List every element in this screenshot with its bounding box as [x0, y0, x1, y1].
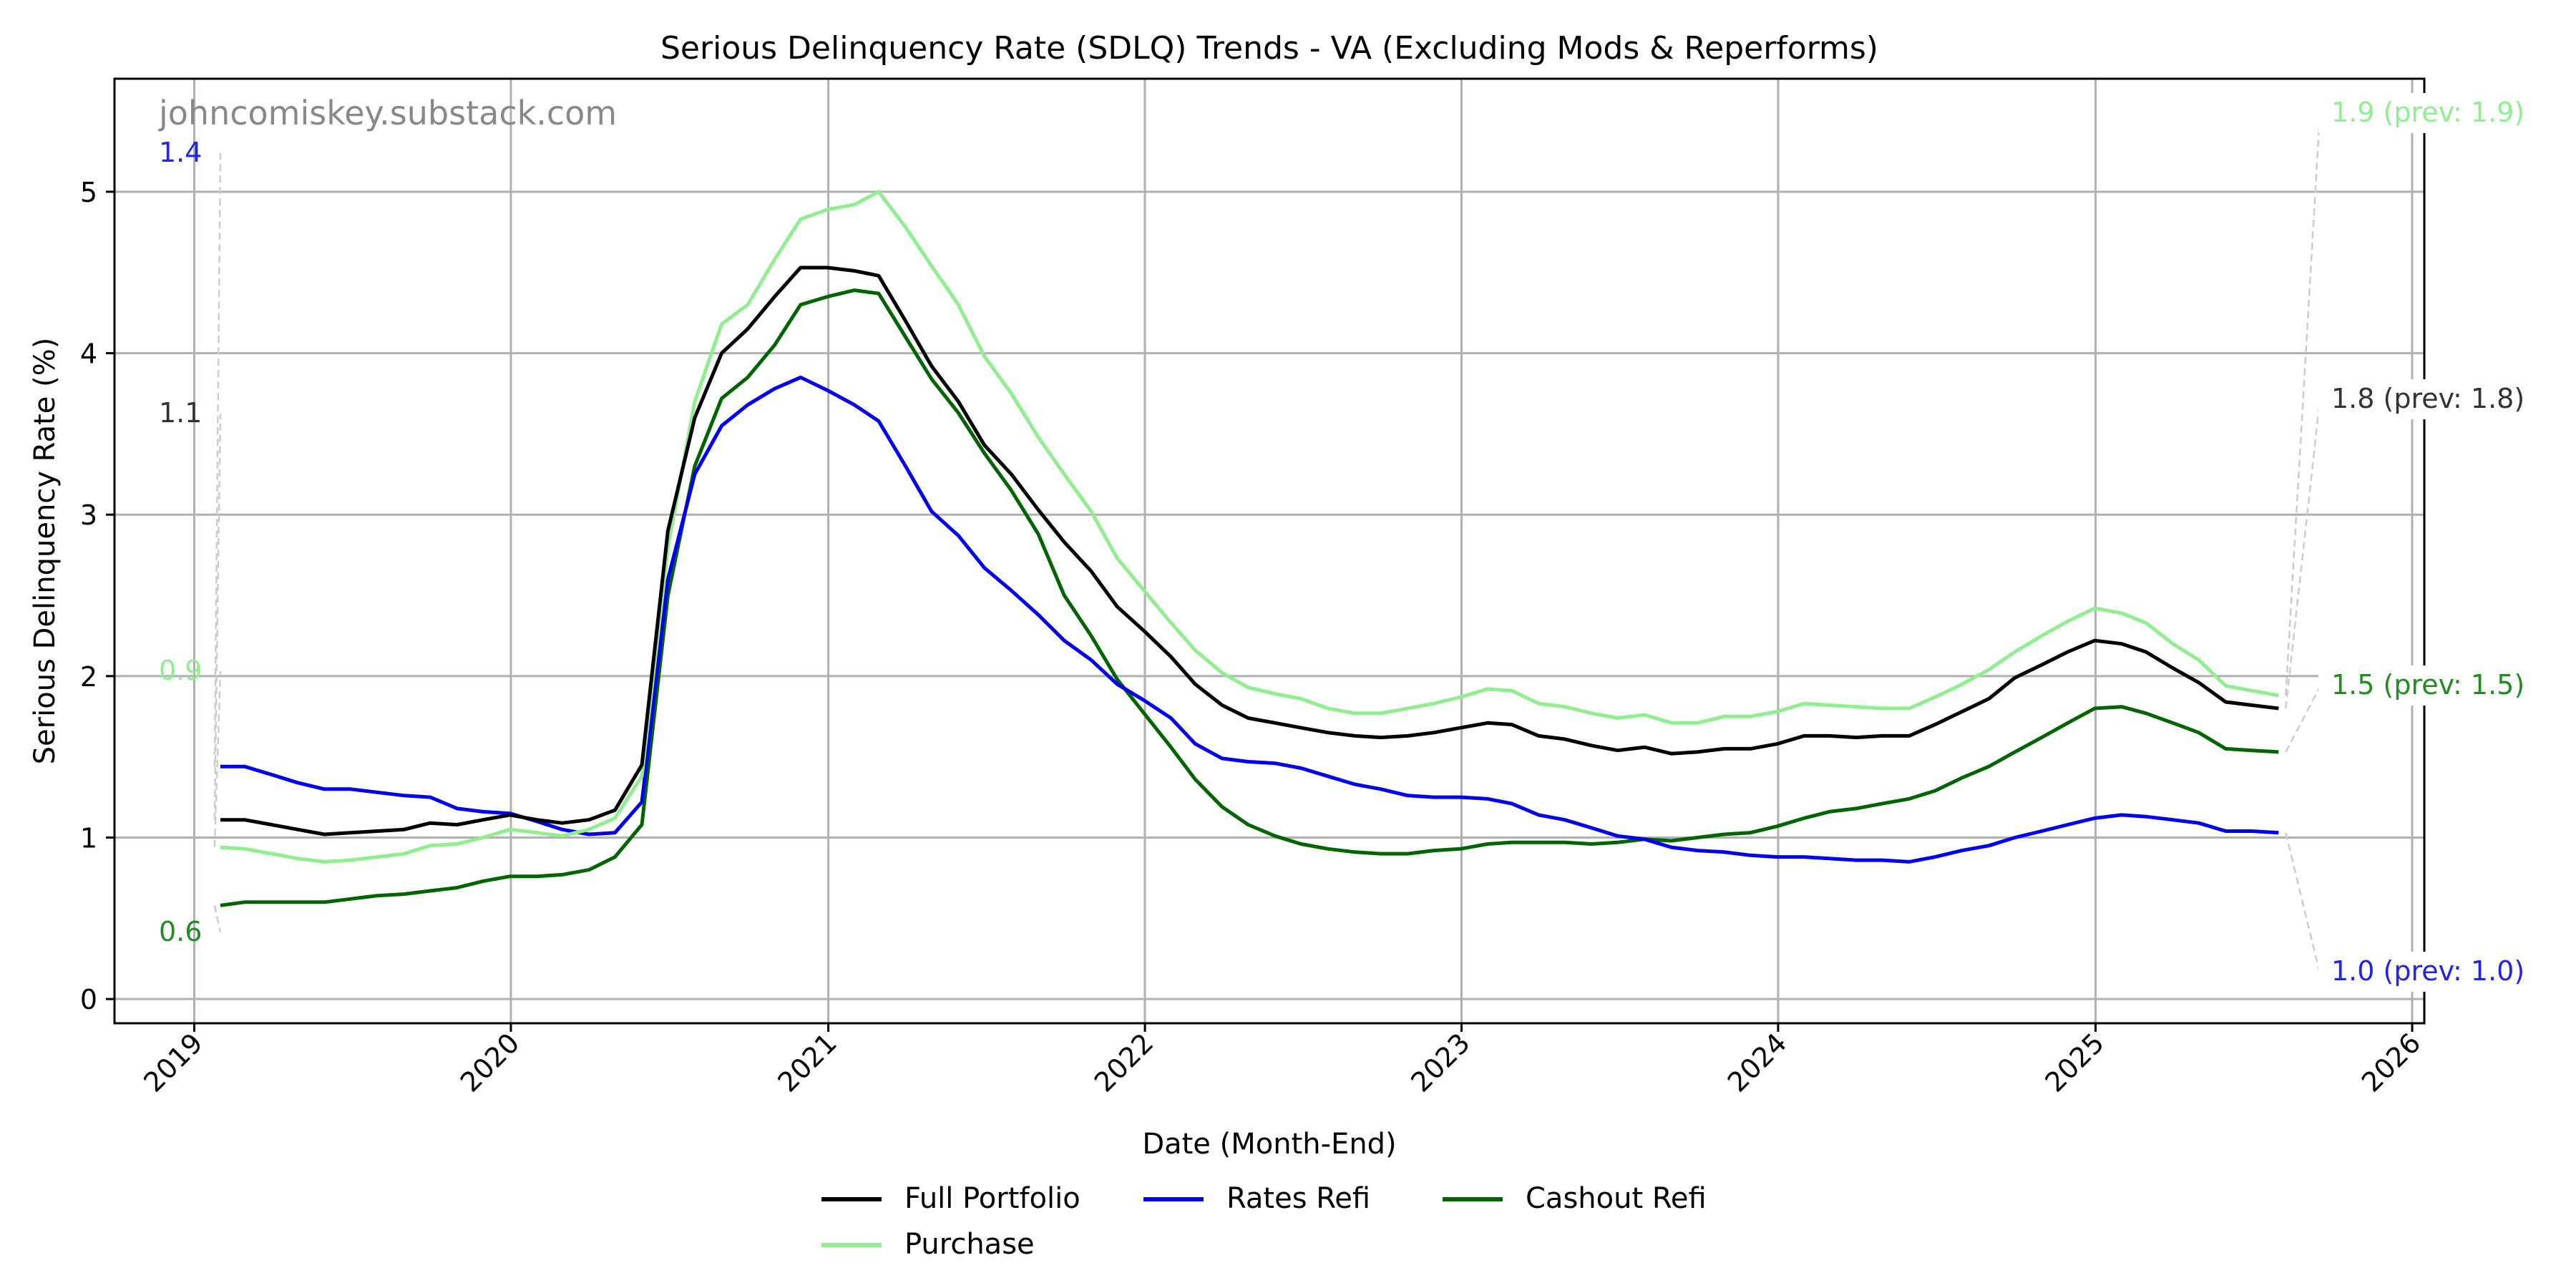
series-line-rates-refi — [220, 375, 2279, 864]
x-axis-label: Date (Month-End) — [1142, 1128, 1396, 1161]
end-label-leader — [2285, 400, 2321, 709]
chart-title: Serious Delinquency Rate (SDLQ) Trends -… — [660, 30, 1878, 67]
end-value-label: 1.8 (prev: 1.8) — [2331, 383, 2524, 414]
y-tick-label: 5 — [80, 177, 97, 208]
grid-lines — [114, 79, 2424, 1023]
start-value-label: 0.9 — [159, 655, 202, 686]
end-label-box — [2318, 952, 2562, 992]
y-axis-label: Serious Delinquency Rate (%) — [29, 338, 62, 765]
end-label-leader — [2285, 832, 2321, 974]
series-lines — [220, 190, 2279, 907]
series-line-purchase — [220, 190, 2279, 864]
y-tick-label: 1 — [80, 823, 97, 854]
start-label-leader — [213, 413, 222, 820]
y-tick-label: 0 — [80, 984, 97, 1015]
start-label-leader — [213, 670, 222, 848]
end-label-box — [2318, 93, 2562, 133]
start-value-label: 1.1 — [159, 397, 202, 429]
legend: Full Portfolio Rates Refi Cashout Refi Purc… — [821, 1182, 1707, 1261]
end-label-box — [2318, 665, 2562, 706]
plot-frame — [113, 77, 2426, 1025]
end-value-label: 1.9 (prev: 1.9) — [2331, 97, 2524, 128]
end-label-leader — [2285, 686, 2321, 753]
legend-label: Cashout Refi — [1526, 1182, 1707, 1215]
watermark-text: johncomiskey.substack.com — [158, 94, 617, 132]
y-tick-label: 4 — [80, 338, 97, 370]
end-value-label: 1.5 (prev: 1.5) — [2331, 669, 2524, 701]
end-label-box — [2318, 379, 2562, 419]
y-tick-label: 2 — [80, 661, 97, 693]
end-value-label: 1.0 (prev: 1.0) — [2331, 955, 2524, 987]
y-tick-label: 3 — [80, 499, 97, 531]
start-label-leader — [213, 905, 222, 933]
legend-label: Rates Refi — [1226, 1182, 1370, 1215]
legend-label: Purchase — [904, 1228, 1035, 1261]
end-labels: 1.1 1.8 (prev: 1.8) 1.4 1.0 (prev: 1.0) 0.6 1… — [159, 93, 2562, 992]
legend-label: Full Portfolio — [904, 1182, 1080, 1215]
series-line-cashout-refi — [220, 288, 2279, 907]
start-value-label: 0.6 — [159, 916, 202, 947]
end-label-leader — [2285, 114, 2321, 696]
start-value-label: 1.4 — [159, 137, 202, 168]
series-line-full-portfolio — [220, 265, 2279, 836]
